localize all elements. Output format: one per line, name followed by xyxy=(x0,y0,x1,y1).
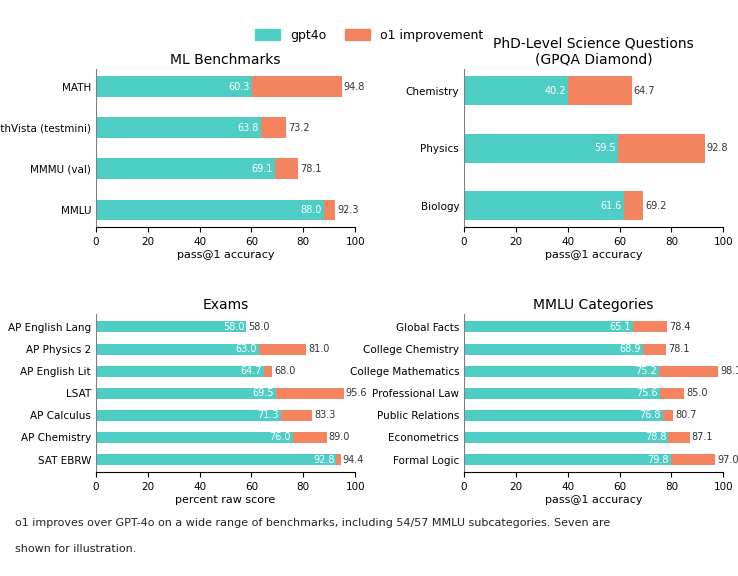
X-axis label: pass@1 accuracy: pass@1 accuracy xyxy=(545,250,642,260)
Text: 97.0: 97.0 xyxy=(717,454,738,465)
Bar xyxy=(671,454,715,465)
Text: 68.9: 68.9 xyxy=(619,344,641,354)
Text: 88.0: 88.0 xyxy=(300,205,322,215)
Bar xyxy=(464,76,568,105)
Text: 81.0: 81.0 xyxy=(308,344,329,354)
Text: 89.0: 89.0 xyxy=(328,433,350,442)
Text: 69.1: 69.1 xyxy=(252,164,273,174)
Text: 58.0: 58.0 xyxy=(249,322,270,332)
Text: 94.8: 94.8 xyxy=(344,82,365,92)
Bar xyxy=(464,134,618,162)
Bar xyxy=(96,343,259,355)
X-axis label: pass@1 accuracy: pass@1 accuracy xyxy=(545,495,642,505)
Text: 78.8: 78.8 xyxy=(645,433,666,442)
Bar xyxy=(464,410,663,421)
Bar xyxy=(275,158,298,179)
Text: 92.3: 92.3 xyxy=(337,205,359,215)
Text: o1 improves over GPT-4o on a wide range of benchmarks, including 54/57 MMLU subc: o1 improves over GPT-4o on a wide range … xyxy=(15,518,610,528)
Bar xyxy=(464,321,632,332)
Text: 92.8: 92.8 xyxy=(313,454,334,465)
Bar xyxy=(261,118,286,138)
Bar xyxy=(324,199,335,220)
Text: 60.3: 60.3 xyxy=(229,82,250,92)
X-axis label: pass@1 accuracy: pass@1 accuracy xyxy=(177,250,275,260)
Text: 64.7: 64.7 xyxy=(240,366,261,376)
Bar xyxy=(464,191,624,220)
Bar xyxy=(643,343,666,355)
Text: 80.7: 80.7 xyxy=(675,410,697,420)
Bar xyxy=(96,158,275,179)
Bar xyxy=(464,366,659,377)
Title: MMLU Categories: MMLU Categories xyxy=(534,298,654,312)
Bar xyxy=(276,388,344,399)
Bar xyxy=(96,118,261,138)
Bar xyxy=(464,388,660,399)
Bar xyxy=(96,410,280,421)
Title: Exams: Exams xyxy=(202,298,249,312)
Bar xyxy=(259,343,306,355)
X-axis label: percent raw score: percent raw score xyxy=(176,495,276,505)
Title: ML Benchmarks: ML Benchmarks xyxy=(170,52,280,67)
Bar xyxy=(96,432,293,443)
Text: shown for illustration.: shown for illustration. xyxy=(15,544,136,554)
Bar xyxy=(669,432,690,443)
Text: 76.8: 76.8 xyxy=(640,410,661,420)
Bar xyxy=(252,76,342,97)
Bar xyxy=(464,343,643,355)
Bar xyxy=(96,321,246,332)
Text: 65.1: 65.1 xyxy=(609,322,631,332)
Text: 59.5: 59.5 xyxy=(595,143,616,153)
Text: 64.7: 64.7 xyxy=(634,86,655,96)
Bar xyxy=(663,410,673,421)
Text: 87.1: 87.1 xyxy=(692,433,714,442)
Text: 78.1: 78.1 xyxy=(300,164,322,174)
Text: 98.1: 98.1 xyxy=(720,366,738,376)
Bar xyxy=(96,366,263,377)
Bar xyxy=(96,199,324,220)
Bar xyxy=(263,366,272,377)
Text: 94.4: 94.4 xyxy=(342,454,364,465)
Bar xyxy=(660,388,684,399)
Text: 58.0: 58.0 xyxy=(223,322,244,332)
Text: 76.0: 76.0 xyxy=(269,433,291,442)
Bar xyxy=(96,388,276,399)
Bar xyxy=(464,454,671,465)
Bar xyxy=(464,432,669,443)
Text: 78.1: 78.1 xyxy=(669,344,690,354)
Text: 75.6: 75.6 xyxy=(636,388,658,398)
Bar xyxy=(280,410,312,421)
Text: 92.8: 92.8 xyxy=(707,143,728,153)
Text: 69.2: 69.2 xyxy=(646,200,667,211)
Legend: gpt4o, o1 improvement: gpt4o, o1 improvement xyxy=(250,24,488,47)
Text: 61.6: 61.6 xyxy=(600,200,621,211)
Text: 78.4: 78.4 xyxy=(669,322,691,332)
Text: 63.0: 63.0 xyxy=(236,344,257,354)
Text: 83.3: 83.3 xyxy=(314,410,335,420)
Bar xyxy=(659,366,718,377)
Bar xyxy=(568,76,632,105)
Bar xyxy=(632,321,667,332)
Text: 79.8: 79.8 xyxy=(647,454,669,465)
Title: PhD-Level Science Questions
(GPQA Diamond): PhD-Level Science Questions (GPQA Diamon… xyxy=(493,36,694,67)
Bar xyxy=(293,432,327,443)
Text: 95.6: 95.6 xyxy=(346,388,368,398)
Bar xyxy=(337,454,341,465)
Bar xyxy=(96,76,252,97)
Bar xyxy=(96,454,337,465)
Bar xyxy=(618,134,705,162)
Text: 85.0: 85.0 xyxy=(686,388,708,398)
Text: 71.3: 71.3 xyxy=(257,410,279,420)
Text: 40.2: 40.2 xyxy=(545,86,566,96)
Text: 75.2: 75.2 xyxy=(635,366,657,376)
Text: 63.8: 63.8 xyxy=(238,123,259,132)
Text: 73.2: 73.2 xyxy=(288,123,309,132)
Text: 69.5: 69.5 xyxy=(252,388,274,398)
Bar xyxy=(624,191,644,220)
Text: 68.0: 68.0 xyxy=(275,366,296,376)
